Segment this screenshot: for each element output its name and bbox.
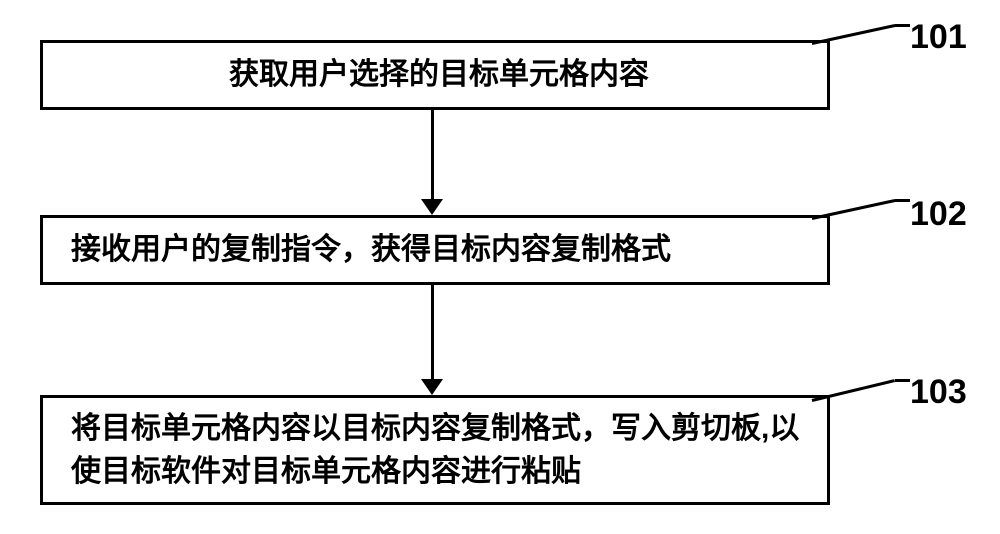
flow-step-1-text: 获取用户选择的目标单元格内容 — [71, 53, 807, 97]
flow-step-3-text: 将目标单元格内容以目标内容复制格式，写入剪切板,以使目标软件对目标单元格内容进行… — [71, 407, 807, 494]
flow-step-1-label: 101 — [910, 18, 967, 57]
arrow-2-to-3-line — [431, 285, 434, 379]
arrow-1-to-2-head — [421, 199, 443, 215]
flow-step-2-text: 接收用户的复制指令，获得目标内容复制格式 — [71, 228, 807, 272]
leader-2-horiz — [895, 199, 910, 202]
leader-1-horiz — [895, 24, 910, 27]
leader-3-horiz — [895, 379, 910, 382]
leader-1-diag — [812, 24, 896, 45]
flow-step-2-label: 102 — [910, 195, 967, 234]
arrow-2-to-3-head — [421, 379, 443, 395]
flowchart-canvas: 获取用户选择的目标单元格内容 101 接收用户的复制指令，获得目标内容复制格式 … — [0, 0, 1000, 534]
flow-step-3-box: 将目标单元格内容以目标内容复制格式，写入剪切板,以使目标软件对目标单元格内容进行… — [40, 395, 830, 505]
flow-step-2-box: 接收用户的复制指令，获得目标内容复制格式 — [40, 215, 830, 285]
flow-step-1-box: 获取用户选择的目标单元格内容 — [40, 40, 830, 110]
flow-step-3-label: 103 — [910, 373, 967, 412]
arrow-1-to-2-line — [431, 110, 434, 199]
leader-2-diag — [812, 199, 896, 220]
leader-3-diag — [812, 379, 896, 402]
